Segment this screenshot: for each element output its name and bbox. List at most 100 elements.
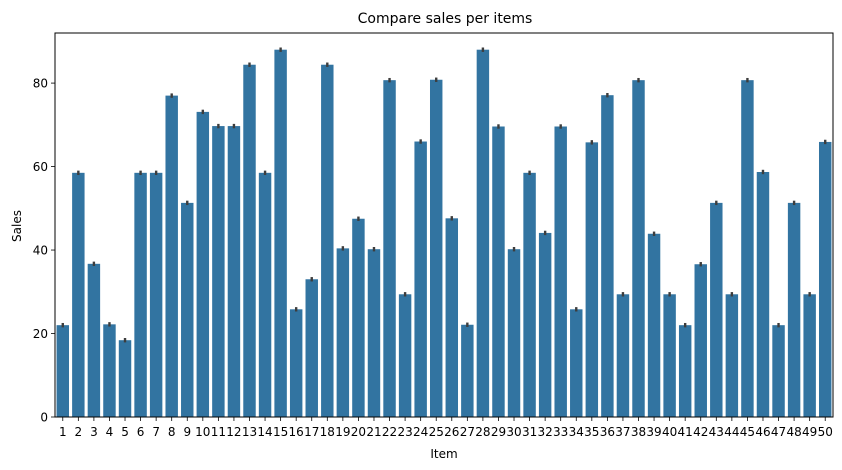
y-tick-label: 40 bbox=[33, 244, 48, 258]
bar-item-46 bbox=[756, 171, 770, 417]
bar-item-45 bbox=[741, 80, 754, 417]
bar-item-29 bbox=[492, 126, 505, 417]
x-tick-label: 14 bbox=[257, 425, 272, 439]
bar-item-44 bbox=[725, 294, 739, 417]
bar-item-5 bbox=[118, 340, 132, 417]
bar-item-49 bbox=[803, 294, 816, 417]
y-tick-label: 60 bbox=[33, 160, 48, 174]
x-tick-label: 43 bbox=[709, 425, 724, 439]
bar-item-47 bbox=[772, 325, 785, 417]
bar-item-9 bbox=[181, 202, 194, 417]
bar-item-26 bbox=[445, 218, 459, 417]
x-tick-label: 49 bbox=[802, 425, 817, 439]
x-tick-label: 19 bbox=[335, 425, 350, 439]
plot-frame bbox=[54, 32, 834, 418]
x-tick-label: 21 bbox=[366, 425, 381, 439]
x-tick-label: 6 bbox=[137, 425, 145, 439]
bar-item-23 bbox=[398, 294, 412, 417]
x-tick-label: 8 bbox=[168, 425, 176, 439]
bar-item-21 bbox=[367, 249, 381, 417]
bar-item-28 bbox=[476, 49, 490, 418]
bar-item-11 bbox=[212, 126, 225, 418]
x-tick-label: 38 bbox=[631, 425, 646, 439]
bar-item-31 bbox=[523, 172, 536, 417]
x-tick-label: 1 bbox=[59, 425, 67, 439]
x-tick-label: 27 bbox=[460, 425, 475, 439]
x-axis-label: Item bbox=[430, 447, 457, 461]
y-tick-label: 80 bbox=[33, 77, 48, 91]
bar-item-35 bbox=[585, 142, 599, 418]
bar-item-1 bbox=[56, 325, 70, 417]
x-tick-label: 11 bbox=[211, 425, 226, 439]
bar-item-24 bbox=[414, 141, 427, 418]
bar-item-6 bbox=[134, 172, 147, 417]
x-tick-label: 42 bbox=[693, 425, 708, 439]
x-tick-label: 3 bbox=[90, 425, 98, 439]
bar-item-10 bbox=[196, 111, 210, 417]
bar-item-27 bbox=[461, 324, 474, 417]
bar-item-50 bbox=[818, 141, 832, 417]
bar-item-13 bbox=[243, 64, 256, 417]
x-tick-label: 7 bbox=[152, 425, 160, 439]
x-tick-label: 44 bbox=[724, 425, 739, 439]
bar-item-8 bbox=[165, 95, 178, 417]
x-tick-label: 13 bbox=[242, 425, 257, 439]
x-tick-label: 40 bbox=[662, 425, 677, 439]
bar-item-7 bbox=[149, 172, 163, 417]
bar-item-3 bbox=[87, 263, 101, 417]
x-tick-label: 31 bbox=[522, 425, 537, 439]
bar-item-33 bbox=[554, 126, 567, 417]
x-tick-label: 9 bbox=[183, 425, 191, 439]
x-tick-label: 48 bbox=[786, 425, 801, 439]
bar-item-4 bbox=[103, 324, 116, 417]
x-tick-label: 28 bbox=[475, 425, 490, 439]
x-tick-label: 2 bbox=[75, 425, 83, 439]
bar-item-22 bbox=[383, 80, 396, 417]
x-tick-label: 32 bbox=[537, 425, 552, 439]
x-tick-label: 30 bbox=[506, 425, 521, 439]
x-tick-label: 15 bbox=[273, 425, 288, 439]
x-axis-ticks: 1 2 3 4 5 6 7 8 9 10 11 12 13 14 15 16 17 18 19 20 21 22 23 24 2… bbox=[59, 417, 833, 439]
bar-item-48 bbox=[787, 202, 801, 417]
bar-item-19 bbox=[336, 248, 350, 417]
bar-item-25 bbox=[429, 79, 443, 417]
bar-item-32 bbox=[538, 232, 552, 417]
bar-item-39 bbox=[647, 233, 661, 417]
bar-item-42 bbox=[694, 264, 707, 417]
bar-item-16 bbox=[289, 309, 303, 417]
x-tick-label: 46 bbox=[755, 425, 770, 439]
x-tick-label: 41 bbox=[678, 425, 693, 439]
bar-item-37 bbox=[616, 294, 630, 417]
bar-item-41 bbox=[678, 325, 692, 417]
x-tick-label: 37 bbox=[615, 425, 630, 439]
x-tick-label: 50 bbox=[818, 425, 833, 439]
bar-item-2 bbox=[72, 172, 85, 417]
x-tick-label: 26 bbox=[444, 425, 459, 439]
x-tick-label: 33 bbox=[553, 425, 568, 439]
x-tick-label: 12 bbox=[226, 425, 241, 439]
bars-layer bbox=[56, 49, 832, 418]
bar-item-20 bbox=[352, 218, 365, 417]
bar-item-17 bbox=[305, 279, 318, 417]
y-axis-ticks: 0 20 40 60 80 bbox=[33, 77, 55, 425]
x-tick-label: 34 bbox=[569, 425, 584, 439]
y-tick-label: 20 bbox=[33, 327, 48, 341]
x-tick-label: 17 bbox=[304, 425, 319, 439]
error-bars-layer bbox=[61, 47, 827, 343]
y-tick-label: 0 bbox=[40, 411, 48, 425]
bar-item-40 bbox=[663, 294, 676, 417]
x-tick-label: 35 bbox=[584, 425, 599, 439]
chart-title: Compare sales per items bbox=[358, 11, 533, 27]
x-tick-label: 22 bbox=[382, 425, 397, 439]
x-tick-label: 10 bbox=[195, 425, 210, 439]
bar-item-14 bbox=[258, 172, 272, 417]
x-tick-label: 36 bbox=[600, 425, 615, 439]
x-tick-label: 20 bbox=[351, 425, 366, 439]
x-tick-label: 16 bbox=[289, 425, 304, 439]
bar-item-36 bbox=[601, 95, 614, 417]
x-tick-label: 24 bbox=[413, 425, 428, 439]
x-tick-label: 39 bbox=[646, 425, 661, 439]
x-tick-label: 5 bbox=[121, 425, 129, 439]
x-tick-label: 18 bbox=[320, 425, 335, 439]
